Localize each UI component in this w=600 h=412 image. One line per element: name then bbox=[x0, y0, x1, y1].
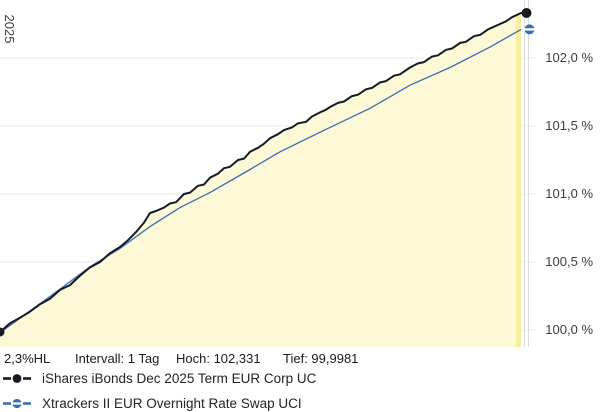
y-axis-label: 101,5 % bbox=[545, 118, 593, 133]
y-axis-label: 102,0 % bbox=[545, 50, 593, 65]
interval-stat: Intervall: 1 Tag bbox=[75, 351, 160, 366]
stats-bar: 2,3%HL Intervall: 1 Tag Hoch: 102,331 Ti… bbox=[0, 351, 600, 367]
legend-label-xtrackers: Xtrackers II EUR Overnight Rate Swap UCI bbox=[42, 395, 302, 411]
y-axis-label: 100,5 % bbox=[545, 254, 593, 269]
line-dot-marker-icon bbox=[3, 373, 31, 383]
y-axis-label: 101,0 % bbox=[545, 186, 593, 201]
line-split-dot-marker-icon bbox=[3, 398, 31, 408]
high-stat: Hoch: 102,331 bbox=[176, 351, 261, 366]
high-low-range-stat: 2,3%HL bbox=[4, 351, 51, 366]
legend-item-ishares[interactable]: iShares iBonds Dec 2025 Term EUR Corp UC bbox=[3, 370, 563, 386]
legend-label-ishares: iShares iBonds Dec 2025 Term EUR Corp UC bbox=[42, 370, 317, 386]
x-axis-year-label: 2025 bbox=[2, 14, 17, 44]
y-axis-label: 100,0 % bbox=[545, 322, 593, 337]
low-stat: Tief: 99,9981 bbox=[283, 351, 359, 366]
price-chart: 2025 102,0 % 101,5 % 101,0 % 100,5 % 100,0 % bbox=[0, 0, 593, 347]
chart-canvas bbox=[0, 0, 536, 347]
legend-item-xtrackers[interactable]: Xtrackers II EUR Overnight Rate Swap UCI bbox=[3, 395, 563, 411]
